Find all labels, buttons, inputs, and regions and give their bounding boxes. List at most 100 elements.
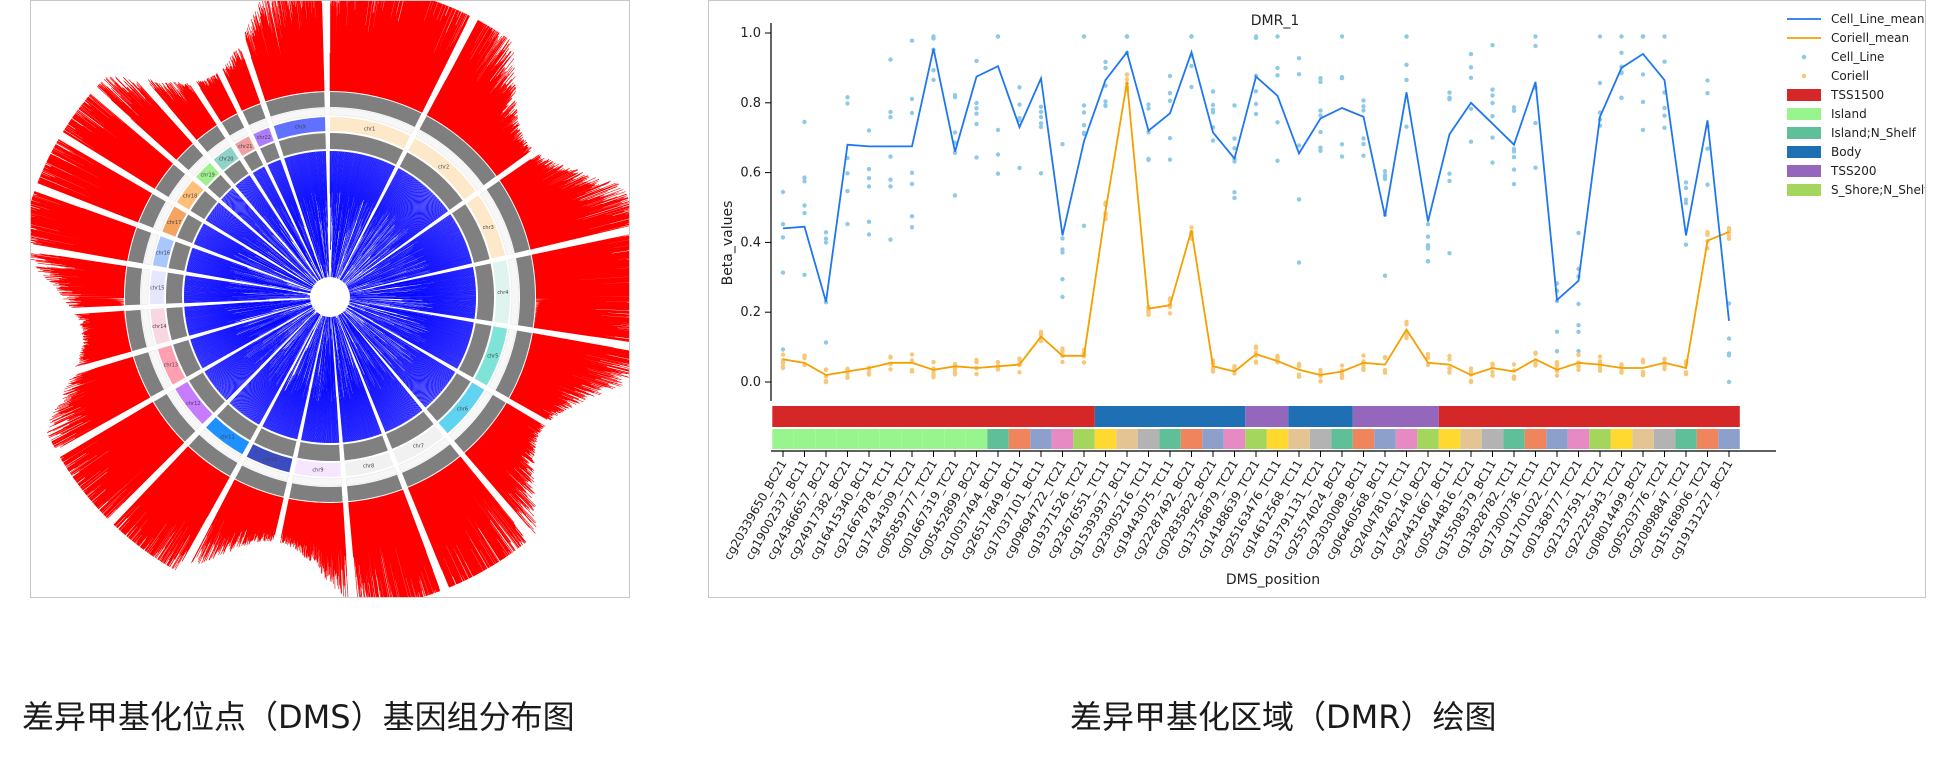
chromosome-ideogram xyxy=(408,138,476,200)
relation-band xyxy=(922,429,945,449)
cell-line-point xyxy=(1726,336,1732,341)
chromosome-label: chr9 xyxy=(312,468,323,474)
coriell-point xyxy=(931,359,936,365)
coriell-point xyxy=(780,352,786,357)
coriell-point xyxy=(1296,361,1302,366)
chromosome-band-outer xyxy=(289,483,343,503)
chromosome-band-outer xyxy=(242,104,266,126)
relation-band xyxy=(901,429,923,449)
cell-line-point xyxy=(866,176,872,181)
chromosome-ideogram xyxy=(152,236,174,268)
coriell-point xyxy=(1146,308,1151,314)
relation-band xyxy=(1245,429,1267,449)
cell-line-point xyxy=(1554,329,1560,334)
cell-line-point xyxy=(1662,113,1667,118)
cell-line-point xyxy=(780,222,786,227)
feature-band xyxy=(1245,406,1289,427)
cell-line-point xyxy=(1361,108,1366,113)
chromosome-band-inner xyxy=(386,411,434,449)
cell-line-point xyxy=(1038,114,1044,120)
coriell-point xyxy=(1640,358,1646,363)
cell-line-point xyxy=(909,110,915,116)
coriell-point xyxy=(1361,353,1366,358)
chromosome-ideogram xyxy=(246,444,293,473)
coriell-point xyxy=(1275,355,1280,360)
circos-plot: chr1 chr2 chr3 chr4 chr5 chr6 chr7 chr8 chr9 chr1… xyxy=(31,1,629,597)
coriell-point xyxy=(1361,367,1366,373)
cell-line-point xyxy=(1210,102,1216,108)
chromosome-band-inner xyxy=(217,404,258,441)
chromosome-tick-ring xyxy=(230,128,249,143)
chromosome-label: chr16 xyxy=(156,250,170,256)
legend-point-swatch xyxy=(1801,73,1807,79)
cell-line-point xyxy=(802,210,807,216)
relation-band xyxy=(1008,429,1031,449)
cell-line-point xyxy=(1683,185,1689,191)
cell-line-point xyxy=(1038,124,1044,130)
chromosome-tick-ring xyxy=(398,437,450,473)
cell-line-point xyxy=(1339,154,1345,159)
cell-line-point xyxy=(1511,149,1517,154)
relation-band xyxy=(1374,429,1396,449)
relation-band xyxy=(1460,429,1482,449)
coriell-point xyxy=(1597,366,1603,372)
feature-band xyxy=(772,406,1095,427)
x-axis-label: DMS_position xyxy=(1226,572,1320,588)
cell-line-point xyxy=(1533,34,1538,39)
chromosome-ideogram xyxy=(195,162,220,187)
cell-line-point xyxy=(1124,34,1130,39)
coriell-point xyxy=(1511,362,1517,367)
cell-line-point xyxy=(1662,34,1667,39)
coriell-point xyxy=(888,355,893,360)
cell-line-point xyxy=(823,240,829,245)
legend-point-swatch xyxy=(1801,54,1807,60)
cell-line-point xyxy=(1511,167,1517,172)
coriell-point xyxy=(995,367,1001,372)
cell-line-point xyxy=(909,96,915,102)
chromosome-tick-ring xyxy=(292,475,342,487)
coriell-point xyxy=(931,375,936,380)
coriell-point xyxy=(1726,233,1732,239)
cell-line-point xyxy=(995,127,1001,133)
legend-label: TSS1500 xyxy=(1830,88,1884,102)
chromosome-label: chr8 xyxy=(363,464,374,470)
chromosome-band-inner xyxy=(474,263,494,322)
coriell-point xyxy=(1253,345,1259,350)
cell-line-point xyxy=(1253,35,1259,40)
chromosome-band-inner xyxy=(297,442,341,461)
cell-line-point xyxy=(1296,143,1302,148)
cell-line-point xyxy=(1425,222,1431,227)
chromosome-band-outer xyxy=(177,144,204,171)
relation-band xyxy=(1503,429,1525,449)
cell-line-point xyxy=(1468,106,1474,112)
relation-band xyxy=(1610,429,1633,449)
chromosome-band-outer xyxy=(346,474,403,502)
coriell-point xyxy=(1318,378,1323,384)
chromosome-band-outer xyxy=(188,434,238,477)
cell-line-point xyxy=(1081,103,1087,108)
legend-region-swatch xyxy=(1787,127,1821,139)
hypo-methylation-track xyxy=(183,150,477,444)
coriell-point xyxy=(1662,356,1667,361)
relation-band xyxy=(1567,429,1590,449)
relation-band xyxy=(1051,429,1074,449)
coriell-point xyxy=(1361,363,1366,368)
cell-line-point xyxy=(1382,169,1388,174)
cell-line-point xyxy=(1382,273,1388,278)
chromosome-band-inner xyxy=(260,142,280,164)
cell-line-point xyxy=(1361,98,1366,103)
cell-line-point xyxy=(974,111,979,116)
cell-line-point xyxy=(1361,153,1366,158)
chromosome-ideogram xyxy=(330,117,411,149)
chromosome-band-inner xyxy=(278,133,326,157)
hyper-methylation-track xyxy=(31,1,629,597)
cell-line-point xyxy=(1468,139,1474,144)
cell-line-point xyxy=(952,130,958,135)
cell-line-point xyxy=(1232,190,1237,195)
plot-area: 0.00.20.40.60.81.0cg20339650_BC21cg19002… xyxy=(721,23,1776,562)
chromosome-band-inner xyxy=(166,307,188,341)
cell-line-point xyxy=(1210,89,1216,94)
coriell-point xyxy=(974,360,979,365)
cell-line-point xyxy=(1640,99,1646,105)
cell-line-point xyxy=(1404,62,1409,67)
